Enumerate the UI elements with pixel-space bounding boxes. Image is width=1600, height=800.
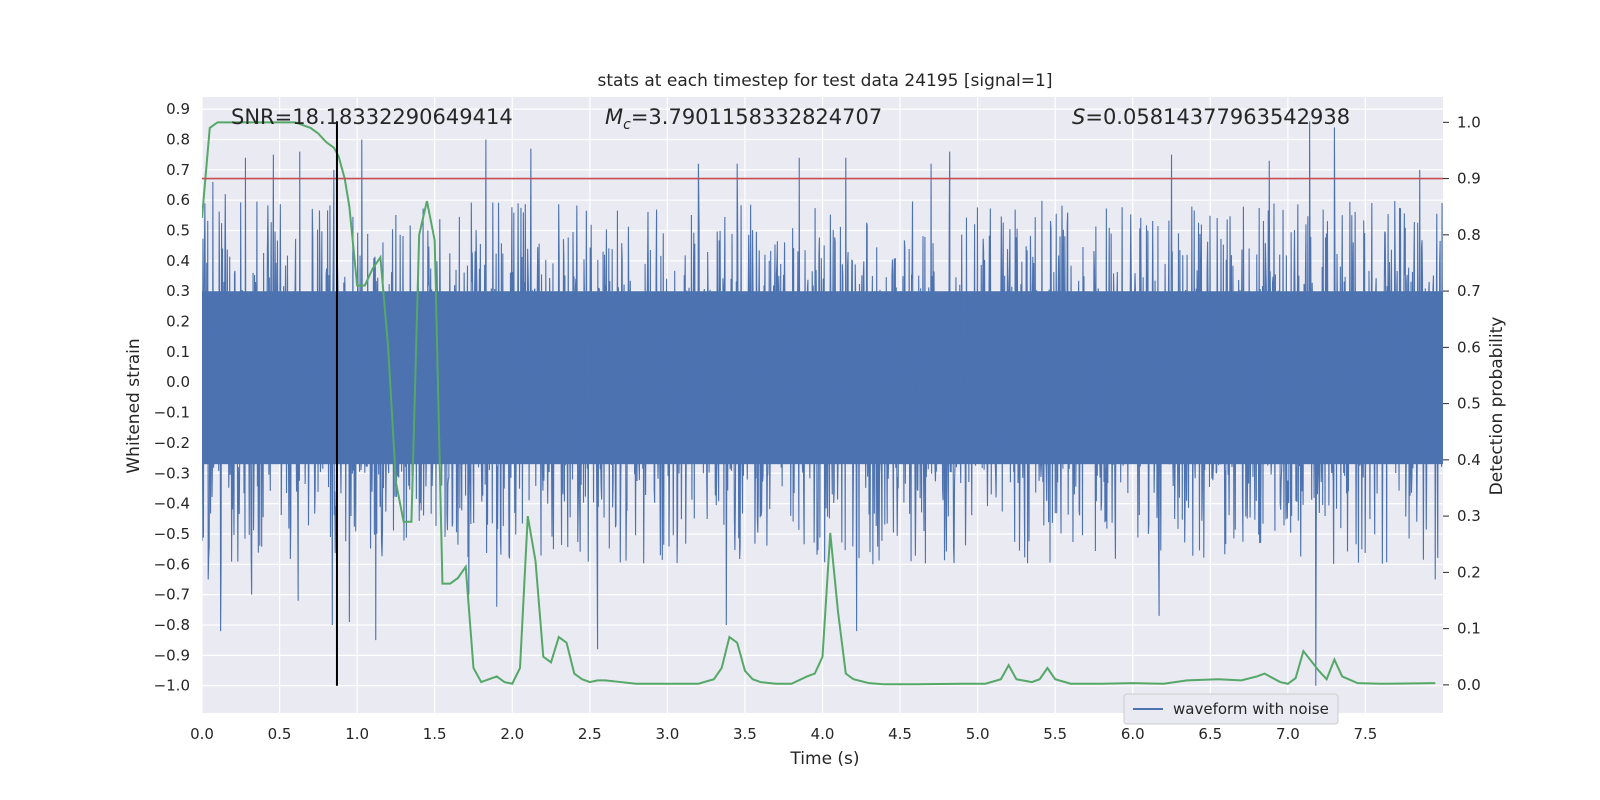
snr-annotation: SNR=18.18332290649414 [231, 105, 513, 129]
y-left-tick-label: −1.0 [154, 677, 190, 695]
y-right-tick-label: 0.9 [1457, 170, 1481, 188]
y-left-tick-label: −0.9 [154, 646, 190, 664]
y-left-tick-label: 0.8 [166, 130, 190, 148]
y-left-tick-label: 0.9 [166, 100, 190, 118]
x-tick-label: 1.5 [423, 725, 447, 743]
y-left-tick-label: −0.1 [154, 404, 190, 422]
y-left-tick-label: 0.1 [166, 343, 190, 361]
y-left-tick-label: −0.2 [154, 434, 190, 452]
x-tick-label: 1.0 [345, 725, 369, 743]
y-left-tick-label: 0.4 [166, 252, 190, 270]
s-symbol: S [1072, 105, 1085, 129]
x-tick-label: 4.0 [811, 725, 835, 743]
waveform-line [202, 121, 1443, 686]
y-right-axis-label: Detection probability [1487, 317, 1507, 496]
s-annotation: S=0.05814377963542938 [1072, 105, 1350, 129]
y-left-tick-label: −0.6 [154, 555, 190, 573]
x-tick-label: 7.5 [1354, 725, 1378, 743]
chart-title: stats at each timestep for test data 241… [598, 71, 1053, 91]
x-axis-label: Time (s) [789, 749, 859, 769]
y-right-tick-label: 0.6 [1457, 338, 1481, 356]
x-tick-label: 0.0 [190, 725, 214, 743]
y-right-axis-ticks: 1.0 0.9 0.8 0.7 0.6 0.5 0.4 0.3 0.2 0.1 0.0 [1443, 113, 1481, 694]
y-left-axis-label: Whitened strain [124, 338, 144, 473]
x-tick-label: 2.5 [578, 725, 602, 743]
y-left-tick-label: 0.5 [166, 222, 190, 240]
s-value: =0.05814377963542938 [1085, 105, 1350, 129]
chirp-mass-symbol: M [605, 105, 623, 129]
y-right-tick-label: 1.0 [1457, 113, 1481, 131]
y-right-tick-label: 0.5 [1457, 395, 1481, 413]
probability-series [202, 121, 1436, 686]
legend-label: waveform with noise [1173, 700, 1329, 718]
y-right-tick-label: 0.7 [1457, 282, 1481, 300]
y-right-tick-label: 0.8 [1457, 226, 1481, 244]
y-left-tick-label: 0.3 [166, 282, 190, 300]
y-left-tick-label: −0.3 [154, 464, 190, 482]
y-left-tick-label: −0.7 [154, 586, 190, 604]
reference-lines [202, 121, 1443, 686]
chirp-mass-value: =3.7901158332824707 [631, 105, 882, 129]
x-tick-label: 3.5 [733, 725, 757, 743]
y-left-tick-label: −0.8 [154, 616, 190, 634]
y-left-tick-label: 0.7 [166, 161, 190, 179]
x-tick-label: 3.0 [655, 725, 679, 743]
y-left-tick-label: 0.2 [166, 313, 190, 331]
y-right-tick-label: 0.1 [1457, 620, 1481, 638]
x-tick-label: 6.0 [1121, 725, 1145, 743]
y-left-tick-label: −0.4 [154, 495, 190, 513]
waveform-series [202, 121, 1443, 686]
x-tick-label: 6.5 [1198, 725, 1222, 743]
y-right-tick-label: 0.4 [1457, 451, 1481, 469]
y-right-tick-label: 0.0 [1457, 676, 1481, 694]
y-left-tick-label: 0.6 [166, 191, 190, 209]
x-tick-label: 7.0 [1276, 725, 1300, 743]
x-tick-label: 5.0 [966, 725, 990, 743]
y-right-tick-label: 0.2 [1457, 563, 1481, 581]
x-tick-label: 5.5 [1043, 725, 1067, 743]
y-right-tick-label: 0.3 [1457, 507, 1481, 525]
y-left-tick-label: −0.5 [154, 525, 190, 543]
y-left-axis-ticks: 0.9 0.8 0.7 0.6 0.5 0.4 0.3 0.2 0.1 0.0 −0.1 −0.2 −0… [154, 100, 190, 695]
x-tick-label: 0.5 [268, 725, 292, 743]
chirp-mass-subscript: c [623, 117, 631, 133]
chirp-mass-annotation: Mc=3.7901158332824707 [605, 105, 882, 133]
x-tick-label: 4.5 [888, 725, 912, 743]
legend: waveform with noise [1123, 693, 1339, 725]
x-tick-label: 2.0 [500, 725, 524, 743]
x-axis-ticks: 0.0 0.5 1.0 1.5 2.0 2.5 3.0 3.5 4.0 4.5 5.0 5.5 6.0 6… [190, 725, 1377, 743]
y-left-tick-label: 0.0 [166, 373, 190, 391]
legend-box [1123, 693, 1339, 725]
probability-line [202, 121, 1436, 686]
